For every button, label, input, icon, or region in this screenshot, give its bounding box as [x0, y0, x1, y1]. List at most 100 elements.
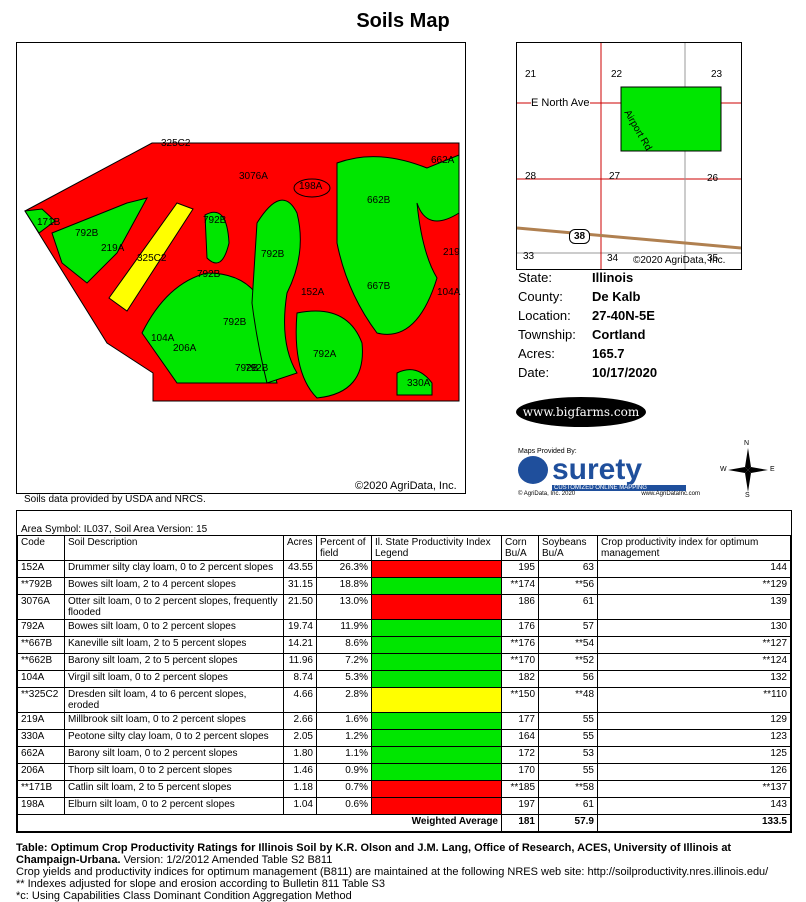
cell-description: Catlin silt loam, 2 to 5 percent slopes [64, 780, 284, 798]
cell-cpi: 143 [597, 797, 791, 815]
col-description: Soil Description [64, 535, 284, 561]
table-row: 219A Millbrook silt loam, 0 to 2 percent … [17, 712, 791, 730]
cell-description: Barony silt loam, 0 to 2 percent slopes [64, 746, 284, 764]
cell-acres: 1.46 [283, 763, 317, 781]
cell-corn: **176 [501, 636, 539, 654]
table-row: **662B Barony silt loam, 2 to 5 percent s… [17, 653, 791, 671]
info-key: County: [518, 289, 563, 304]
info-row: Township: Cortland [518, 327, 657, 346]
table-row: 206A Thorp silt loam, 0 to 2 percent slop… [17, 763, 791, 781]
cell-corn: 176 [501, 619, 539, 637]
section-label: 27 [609, 171, 621, 182]
info-row: Location: 27-40N-5E [518, 308, 657, 327]
maps-provided-by: Maps Provided By: [518, 448, 577, 455]
cell-acres: 1.18 [283, 780, 317, 798]
info-key: Date: [518, 365, 550, 380]
soils-table-container: Area Symbol: IL037, Soil Area Version: 1… [16, 510, 792, 833]
legend-swatch [371, 594, 502, 620]
cell-code: **171B [17, 780, 65, 798]
road-label: E North Ave [531, 97, 590, 109]
cell-description: Elburn silt loam, 0 to 2 percent slopes [64, 797, 284, 815]
cell-soybeans: **58 [538, 780, 598, 798]
table-header-row: Code Soil Description Acres Percent of f… [17, 535, 791, 561]
legend-swatch [371, 729, 502, 747]
legend-swatch [371, 560, 502, 578]
info-key: Acres: [518, 346, 555, 361]
cell-soybeans: 53 [538, 746, 598, 764]
cell-soybeans: 61 [538, 797, 598, 815]
col-percent: Percent of field [316, 535, 372, 561]
section-label: 23 [711, 69, 723, 80]
col-corn: Corn Bu/A [501, 535, 539, 561]
bigfarms-logo[interactable]: www.bigfarms.com [516, 397, 646, 427]
cell-description: Peotone silty clay loam, 0 to 2 percent … [64, 729, 284, 747]
cell-code: **667B [17, 636, 65, 654]
cell-percent: 7.2% [316, 653, 372, 671]
cell-cpi: 144 [597, 560, 791, 578]
legend-swatch [371, 712, 502, 730]
soils-map-drawing [24, 142, 460, 402]
table-row: **171B Catlin silt loam, 2 to 5 percent s… [17, 780, 791, 798]
cell-description: Otter silt loam, 0 to 2 percent slopes, … [64, 594, 284, 620]
footer-version: Version: 1/2/2012 Amended Table S2 B811 [120, 854, 333, 866]
weighted-cpi: 133.5 [597, 814, 791, 832]
weighted-corn: 181 [501, 814, 539, 832]
col-code: Code [17, 535, 65, 561]
cell-corn: **174 [501, 577, 539, 595]
col-acres: Acres [283, 535, 317, 561]
cell-soybeans: **52 [538, 653, 598, 671]
soil-unit-label: 104A [437, 287, 461, 298]
legend-swatch [371, 746, 502, 764]
info-value: Cortland [592, 327, 646, 342]
route-shield: 38 [569, 229, 591, 244]
section-label: 33 [523, 251, 535, 262]
compass-w: W [720, 466, 727, 473]
surety-url: www.AgriDataInc.com [641, 491, 700, 497]
compass-rose-icon: N S W E [720, 440, 776, 500]
page-title: Soils Map [356, 10, 450, 32]
cell-corn: 182 [501, 670, 539, 688]
section-label: 21 [525, 69, 537, 80]
cell-corn: **170 [501, 653, 539, 671]
cell-acres: 1.04 [283, 797, 317, 815]
soils-map: ©2020 AgriData, Inc. 325C2 662A 3076A 198A 6… [16, 42, 466, 494]
cell-percent: 1.2% [316, 729, 372, 747]
info-row: Date: 10/17/2020 [518, 365, 657, 384]
compass-drawing [728, 448, 768, 492]
soil-unit-label: 792B [75, 228, 99, 239]
surety-logo[interactable]: Maps Provided By: surety CUSTOMIZED ONLI… [518, 448, 700, 500]
footer-indexes: ** Indexes adjusted for slope and erosio… [16, 878, 385, 890]
cell-corn: 195 [501, 560, 539, 578]
legend-swatch [371, 763, 502, 781]
location-inset-map: 21 22 23 28 27 26 33 34 35 E North Ave A… [516, 42, 742, 270]
cell-soybeans: 56 [538, 670, 598, 688]
col-soybeans: Soybeans Bu/A [538, 535, 598, 561]
legend-swatch [371, 577, 502, 595]
cell-cpi: 123 [597, 729, 791, 747]
cell-code: 198A [17, 797, 65, 815]
weighted-soy: 57.9 [538, 814, 598, 832]
info-value: Illinois [592, 270, 634, 285]
cell-corn: 170 [501, 763, 539, 781]
cell-acres: 14.21 [283, 636, 317, 654]
soil-unit-label: 662A [431, 155, 455, 166]
footer-aggregation: *c: Using Capabilities Class Dominant Co… [16, 890, 352, 902]
section-label: 35 [707, 253, 719, 264]
cell-percent: 0.9% [316, 763, 372, 781]
cell-acres: 4.66 [283, 687, 317, 713]
cell-corn: **150 [501, 687, 539, 713]
cell-cpi: 125 [597, 746, 791, 764]
inset-drawing [517, 43, 741, 269]
section-label: 34 [607, 253, 619, 264]
cell-percent: 5.3% [316, 670, 372, 688]
table-row: 3076A Otter silt loam, 0 to 2 percent slo… [17, 594, 791, 620]
info-row: State: Illinois [518, 270, 657, 289]
weighted-label: Weighted Average [17, 814, 502, 832]
compass-n: N [744, 440, 750, 447]
area-symbol: Area Symbol: IL037, Soil Area Version: 1… [21, 524, 208, 535]
cell-acres: 11.96 [283, 653, 317, 671]
info-value: 165.7 [592, 346, 625, 361]
soil-unit-label: 792B [245, 363, 269, 374]
soil-unit-label: 330A [407, 378, 431, 389]
cell-description: Bowes silt loam, 0 to 2 percent slopes [64, 619, 284, 637]
